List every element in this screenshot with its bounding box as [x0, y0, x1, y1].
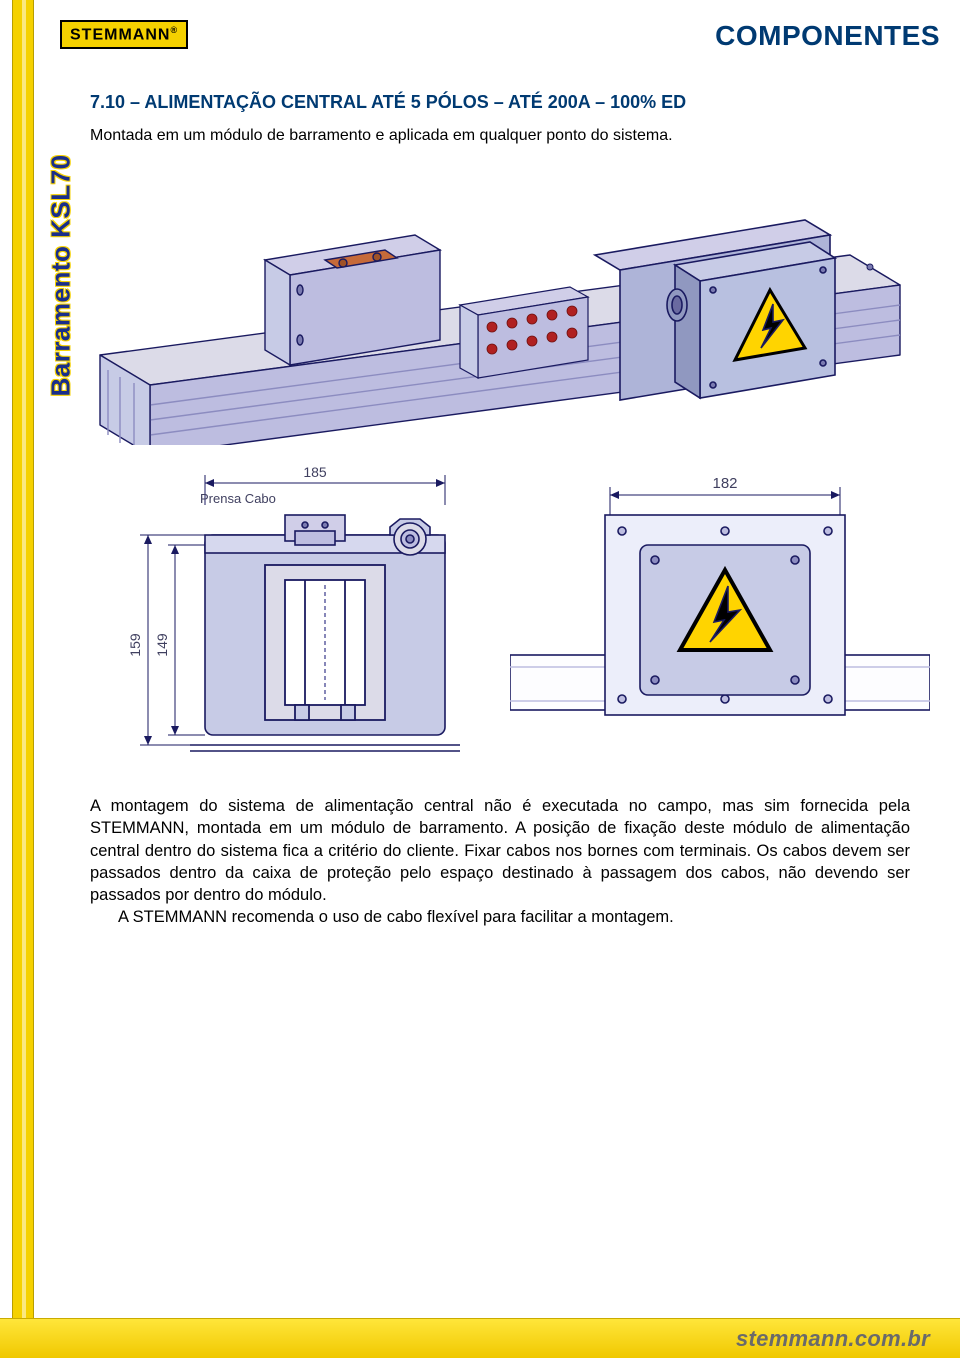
- trademark-icon: ®: [170, 25, 178, 35]
- section-title: 7.10 – ALIMENTAÇÃO CENTRAL ATÉ 5 PÓLOS –…: [90, 92, 940, 113]
- header-row: STEMMANN® COMPONENTES: [60, 20, 940, 52]
- paragraph-2: A STEMMANN recomenda o uso de cabo flexí…: [118, 908, 674, 926]
- figure-2-right: 182: [510, 455, 930, 765]
- page-content: STEMMANN® COMPONENTES 7.10 – ALIMENTAÇÃO…: [60, 20, 940, 1338]
- footer-bar: stemmann.com.br: [0, 1318, 960, 1358]
- brand-logo: STEMMANN®: [60, 20, 188, 49]
- footer-url: stemmann.com.br: [736, 1326, 930, 1352]
- dim-top-185: 185: [303, 464, 327, 480]
- page-category: COMPONENTES: [715, 20, 940, 52]
- dim-left-149: 149: [154, 633, 170, 657]
- section-intro: Montada em um módulo de barramento e apl…: [90, 127, 940, 145]
- figure-2-left: 185 Prensa Cabo 159 149: [90, 455, 470, 765]
- brand-logo-text: STEMMANN: [70, 26, 170, 43]
- figure-2-row: 185 Prensa Cabo 159 149: [90, 455, 940, 765]
- body-text: A montagem do sistema de alimentação cen…: [90, 795, 910, 929]
- dim-top-182: 182: [712, 475, 737, 492]
- left-yellow-stripe: [12, 0, 34, 1358]
- dim-left-159: 159: [127, 633, 143, 657]
- label-prensa-cabo: Prensa Cabo: [200, 491, 276, 506]
- figure-1-isometric: [90, 165, 940, 445]
- paragraph-1: A montagem do sistema de alimentação cen…: [90, 797, 910, 904]
